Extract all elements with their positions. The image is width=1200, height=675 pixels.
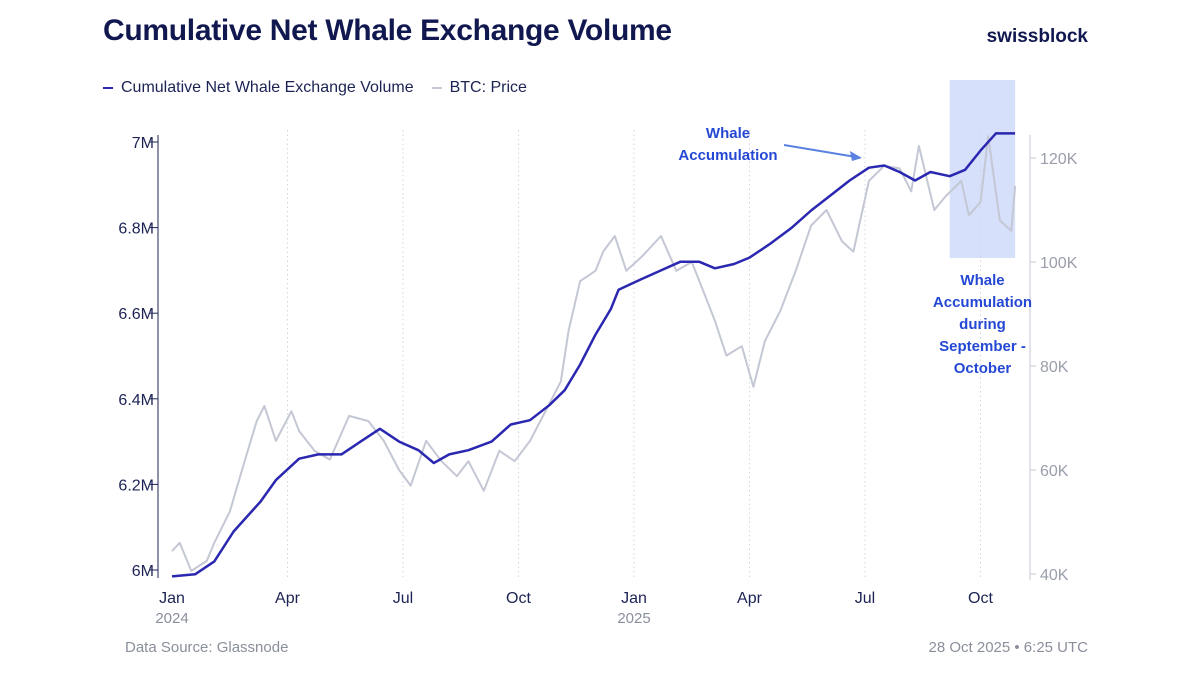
x-tick-label: Oct <box>968 590 993 607</box>
swissblock-logo: swissblock <box>986 26 1088 47</box>
x-tick-label: Apr <box>737 590 763 607</box>
x-tick-label: Jul <box>393 590 413 607</box>
chart-title: Cumulative Net Whale Exchange Volume <box>103 14 672 47</box>
highlight-region <box>949 80 1016 258</box>
legend: Cumulative Net Whale Exchange Volume BTC… <box>103 79 527 97</box>
annotation-line: Whale <box>960 272 1005 289</box>
y-left-tick-label: 7M <box>132 135 154 152</box>
x-tick-label: Oct <box>506 590 531 607</box>
annotation-line: Accumulation <box>932 294 1033 311</box>
btc-price-line <box>171 135 1017 572</box>
y-right-tick-label: 60K <box>1040 463 1069 480</box>
data-source: Data Source: Glassnode <box>125 639 289 656</box>
x-tick-label: Jan <box>159 590 185 607</box>
annotation-arrow <box>783 144 857 158</box>
y-left-tick-label: 6M <box>132 563 154 580</box>
x-year-label: 2025 <box>617 610 650 627</box>
legend-label: Cumulative Net Whale Exchange Volume <box>121 79 414 96</box>
annotation-sep-oct: Whale Accumulation during September - Oc… <box>920 270 1045 380</box>
whale-volume-line <box>171 132 1016 578</box>
legend-label: BTC: Price <box>449 79 527 96</box>
annotation-line: Whale <box>705 125 751 142</box>
y-left-tick-label: 6.4M <box>118 392 154 409</box>
annotation-line: during <box>959 316 1006 333</box>
legend-item-whale[interactable]: Cumulative Net Whale Exchange Volume <box>103 79 414 97</box>
y-right-tick-label: 80K <box>1040 359 1069 376</box>
y-left-tick-label: 6.2M <box>118 477 154 494</box>
annotation-whale-accumulation: Whale Accumulation <box>668 123 788 167</box>
timestamp: 28 Oct 2025 • 6:25 UTC <box>928 639 1089 656</box>
legend-item-price[interactable]: BTC: Price <box>431 79 527 97</box>
y-left-tick-label: 6.8M <box>118 221 154 238</box>
annotation-line: September - <box>939 338 1026 355</box>
annotation-line: Accumulation <box>678 147 778 164</box>
y-right-tick-label: 40K <box>1040 567 1069 584</box>
x-tick-label: Apr <box>275 590 301 607</box>
legend-swatch-price <box>431 86 442 89</box>
y-right-tick-label: 100K <box>1040 255 1078 272</box>
legend-swatch-whale <box>103 86 113 89</box>
x-tick-label: Jul <box>855 590 875 607</box>
y-left-tick-label: 6.6M <box>118 306 154 323</box>
x-year-label: 2024 <box>155 610 188 627</box>
x-tick-label: Jan <box>621 590 647 607</box>
annotation-line: October <box>953 360 1012 377</box>
y-right-tick-label: 120K <box>1040 151 1078 168</box>
arrowhead-icon <box>850 151 862 161</box>
